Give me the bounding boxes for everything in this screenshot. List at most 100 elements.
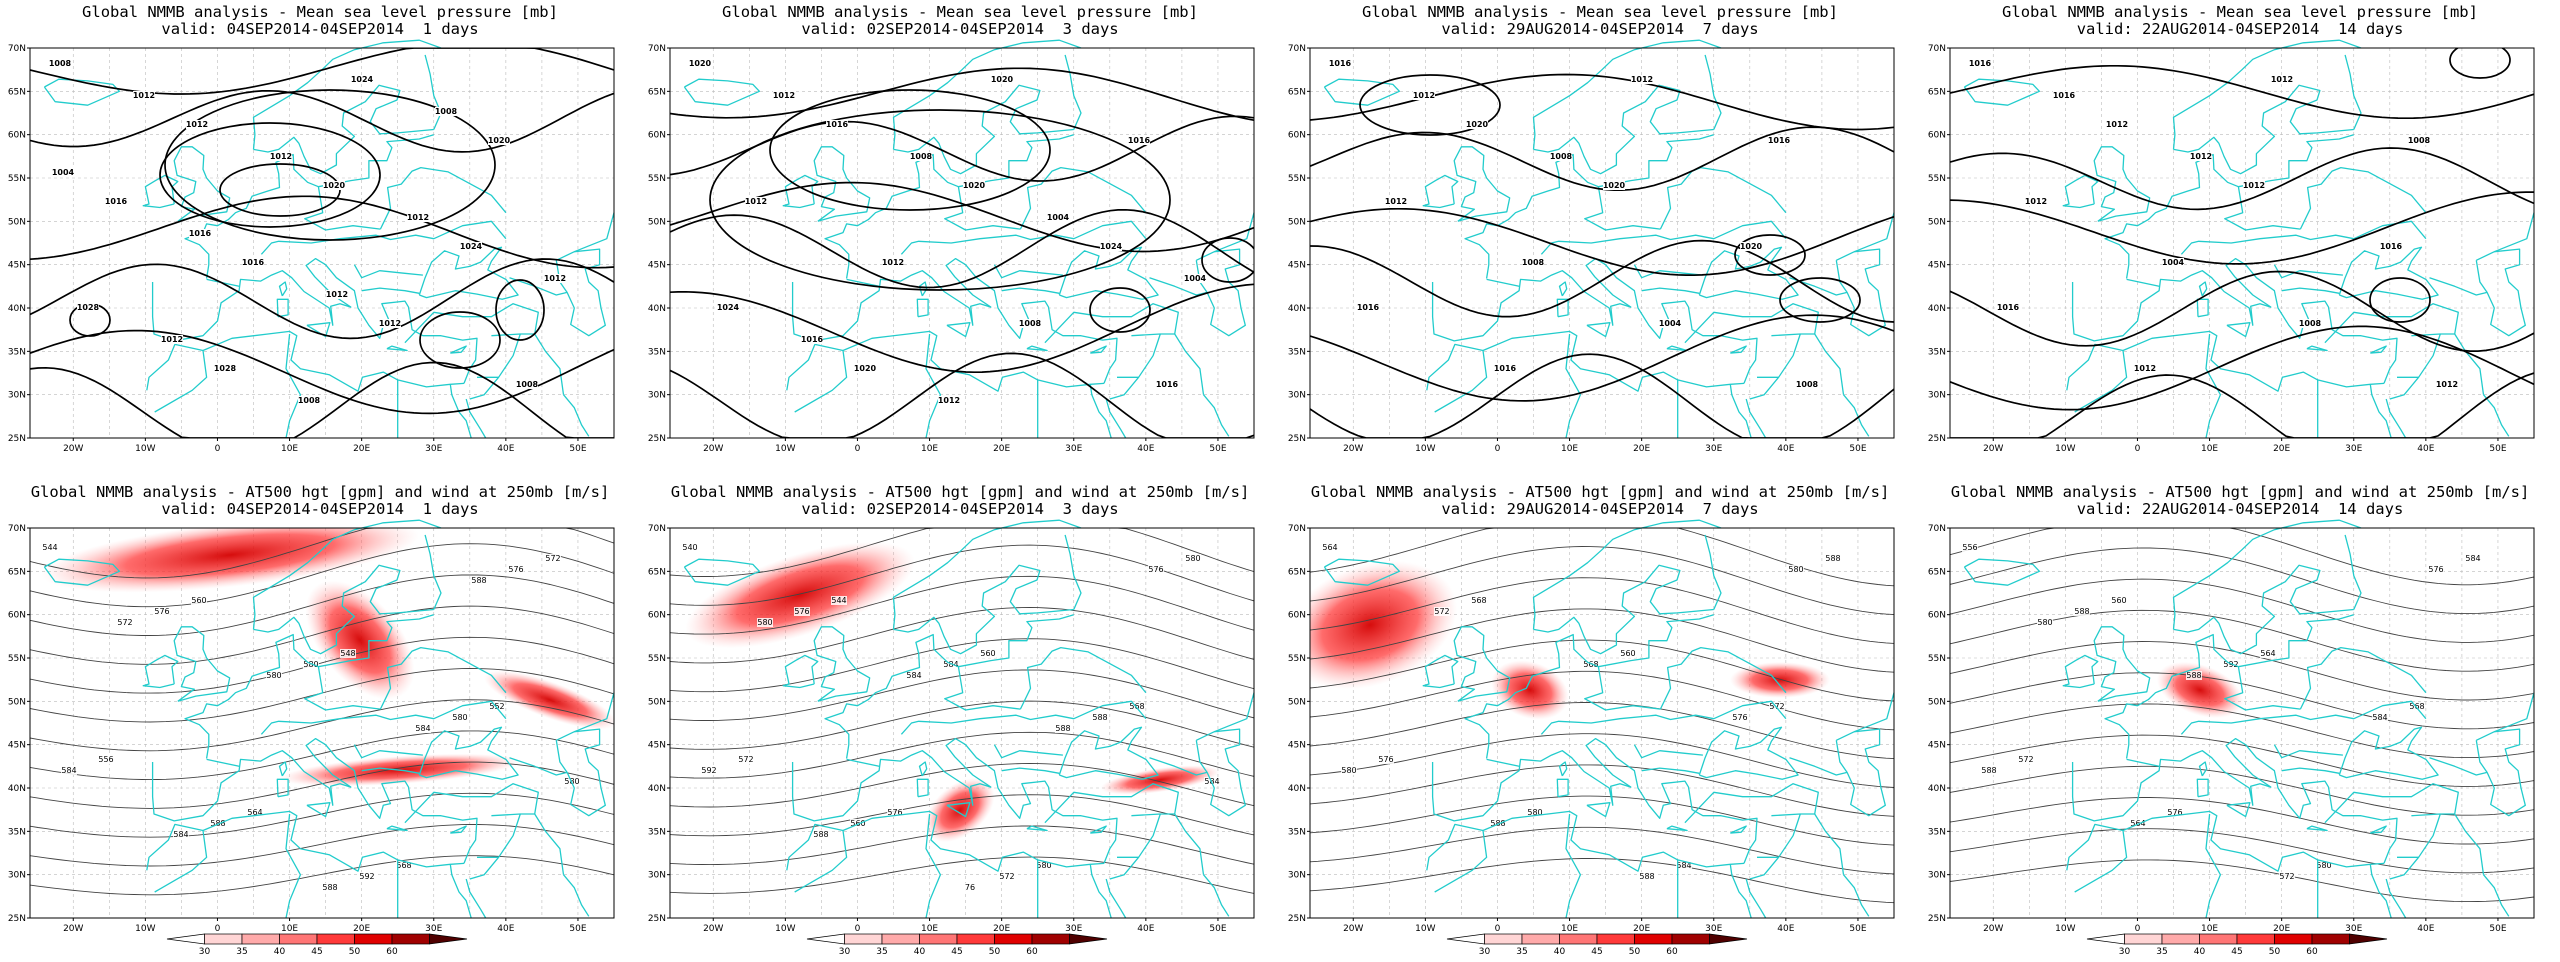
lon-tick-label: 10E: [281, 924, 298, 934]
hgt-map-3: 564 568 560 572 576 580 584 588 572 568 576 580 588 5…: [1288, 519, 1895, 934]
lat-lon-grid: [1950, 528, 2534, 918]
lat-tick-label: 35N: [1288, 827, 1306, 837]
lat-tick-label: 70N: [648, 524, 666, 534]
lon-tick-label: 20W: [1343, 924, 1363, 934]
height-label: 576: [1148, 565, 1163, 574]
lon-tick-label: 20E: [993, 444, 1010, 454]
lat-tick-label: 50N: [648, 217, 666, 227]
mslp-label: 1012: [882, 258, 904, 267]
colorbar-label: 30: [839, 947, 851, 957]
axes: 70N 65N 60N 55N 50N 45N 40N 35N 30N 25N 20W 10W 0 10E…: [1928, 44, 2535, 454]
lon-tick-label: 50E: [1849, 444, 1866, 454]
mslp-panel-4: Global NMMB analysis - Mean sea level pr…: [1920, 0, 2560, 480]
height-label: 584: [61, 766, 76, 775]
height-label: 580: [266, 671, 281, 680]
height-label: 584: [415, 724, 430, 733]
lat-tick-label: 30N: [1928, 391, 1946, 401]
mslp-panel-1: Global NMMB analysis - Mean sea level pr…: [0, 0, 640, 480]
lon-tick-label: 20W: [1343, 444, 1363, 454]
height-label: 584: [1676, 861, 1691, 870]
lon-tick-label: 10W: [1415, 444, 1435, 454]
lat-tick-label: 50N: [1288, 697, 1306, 707]
mslp-label: 1008: [516, 380, 539, 389]
lat-tick-label: 70N: [1928, 524, 1946, 534]
coastlines: [43, 519, 615, 919]
height-label: 588: [2074, 607, 2089, 616]
lat-tick-label: 30N: [8, 391, 26, 401]
lat-tick-label: 50N: [1288, 217, 1306, 227]
mslp-label: 1004: [1047, 213, 1070, 222]
lon-tick-label: 0: [2135, 924, 2141, 934]
mslp-label: 1012: [407, 213, 429, 222]
mslp-label: 1016: [189, 229, 212, 238]
lon-tick-label: 50E: [1849, 924, 1866, 934]
height-label: 572: [1769, 702, 1784, 711]
height-label: 588: [813, 830, 828, 839]
lat-tick-label: 40N: [1928, 304, 1946, 314]
panel-valid-period: valid: 22AUG2014-04SEP2014 14 days: [2076, 500, 2404, 518]
mslp-label: 1020: [488, 136, 511, 145]
lon-tick-label: 10W: [1415, 924, 1435, 934]
mslp-label: 1004: [1184, 274, 1207, 283]
colorbar-label: 60: [386, 947, 398, 957]
panel-title: Global NMMB analysis - AT500 hgt [gpm] a…: [30, 483, 610, 501]
lon-tick-label: 0: [1495, 444, 1501, 454]
mslp-label: 1008: [1019, 319, 1042, 328]
height-label: 584: [943, 660, 958, 669]
lat-tick-label: 35N: [1288, 347, 1306, 357]
height-label: 580: [1341, 766, 1356, 775]
lat-tick-label: 45N: [648, 741, 666, 751]
lat-tick-label: 70N: [1928, 44, 1946, 54]
height-label: 572: [738, 755, 753, 764]
colorbar-swatch: [166, 933, 205, 945]
colorbar-swatch: [1709, 933, 1748, 945]
lat-tick-label: 50N: [648, 697, 666, 707]
lat-tick-label: 40N: [648, 784, 666, 794]
lat-tick-label: 25N: [1288, 434, 1306, 444]
mslp-label: 1028: [214, 364, 237, 373]
lon-tick-label: 20E: [2273, 444, 2290, 454]
lat-tick-label: 30N: [1288, 391, 1306, 401]
height-label: 592: [701, 766, 716, 775]
lat-tick-label: 35N: [648, 827, 666, 837]
lat-tick-label: 30N: [1928, 871, 1946, 881]
height-label: 576: [887, 808, 902, 817]
lon-tick-label: 0: [1495, 924, 1501, 934]
height-label: 568: [1129, 702, 1144, 711]
mslp-label: 1012: [938, 396, 960, 405]
height-label: 572: [999, 872, 1014, 881]
mslp-label: 1012: [326, 290, 348, 299]
mslp-label: 1012: [2271, 75, 2293, 84]
colorbar-swatch: [2124, 933, 2163, 945]
colorbar-swatch: [881, 933, 920, 945]
lat-tick-label: 70N: [8, 44, 26, 54]
wind-colorbar-1: 30 35 40 45 50 60: [155, 932, 485, 962]
lon-tick-label: 50E: [1209, 444, 1226, 454]
lat-tick-label: 45N: [1288, 741, 1306, 751]
wind-colorbar-2: 30 35 40 45 50 60: [795, 932, 1125, 962]
lon-tick-label: 0: [215, 924, 221, 934]
height-label: 572: [1434, 607, 1449, 616]
lon-tick-label: 50E: [2489, 924, 2506, 934]
lat-tick-label: 55N: [8, 174, 26, 184]
lon-tick-label: 10W: [135, 924, 155, 934]
lon-tick-label: 40E: [2417, 444, 2434, 454]
lat-tick-label: 65N: [1928, 87, 1946, 97]
height-label: 568: [396, 861, 411, 870]
lon-tick-label: 30E: [425, 924, 442, 934]
lon-tick-label: 20W: [703, 444, 723, 454]
mslp-contour-labels: 1016 1020 1020 1020 1016 1016 1012 1016 1012 1008…: [1329, 59, 1819, 389]
mslp-label: 1016: [1768, 136, 1791, 145]
lon-tick-label: 10E: [921, 444, 938, 454]
height-label: 580: [2316, 861, 2331, 870]
lat-tick-label: 40N: [1288, 784, 1306, 794]
colorbar-label: 35: [1516, 947, 1527, 957]
lon-tick-label: 30E: [1065, 924, 1082, 934]
wind-colorbar-4: 30 35 40 45 50 60: [2075, 932, 2405, 962]
lat-tick-label: 45N: [8, 261, 26, 271]
colorbar-swatch: [1559, 933, 1598, 945]
height-label: 584: [906, 671, 921, 680]
colorbar-swatch: [2274, 933, 2313, 945]
lon-tick-label: 10E: [2201, 444, 2218, 454]
lat-tick-label: 45N: [1288, 261, 1306, 271]
